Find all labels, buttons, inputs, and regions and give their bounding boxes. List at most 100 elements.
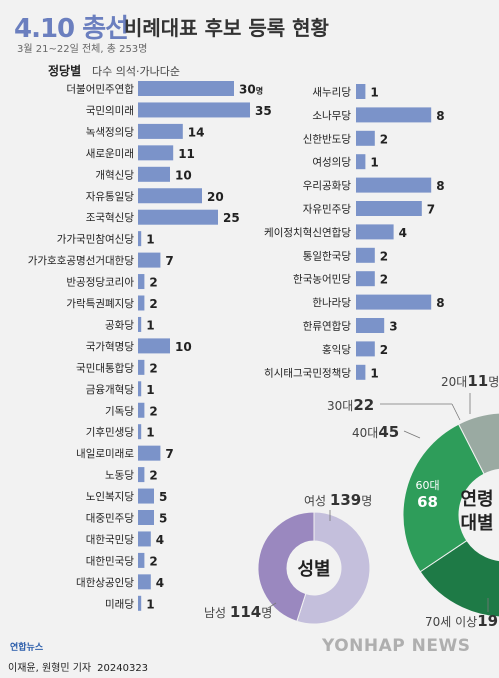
age-category: 40대	[352, 426, 378, 440]
bar-category-label: 히시태그국민정책당	[264, 367, 351, 379]
bar	[138, 381, 142, 397]
bar-category-label: 국가혁명당	[86, 341, 135, 353]
bar-value-label: 1	[370, 156, 378, 170]
bar-value-label: 2	[380, 273, 388, 287]
bar-category-label: 한나라당	[312, 297, 351, 309]
bar-category-label: 대중민주당	[86, 513, 135, 525]
bar-category-label: 국민대통합당	[76, 362, 134, 374]
bar-value-label: 4	[156, 576, 164, 590]
bar-value-label: 14	[188, 125, 205, 139]
age-unit: 명	[488, 375, 499, 389]
bar-value-label: 8	[436, 179, 444, 193]
subtitle: 3월 21~22일 전체, 총 253명	[17, 44, 148, 55]
bar-value-label: 2	[380, 343, 388, 357]
age-donut-title-line1: 연령	[460, 489, 493, 510]
male-leader	[267, 602, 277, 609]
bar	[138, 402, 145, 418]
bar	[356, 271, 375, 287]
credit-date: 20240323	[97, 663, 149, 674]
bar-value-label: 2	[149, 361, 157, 375]
party-header-sub: 다수 의석·가나다순	[92, 65, 180, 78]
bar-value-label: 2	[149, 276, 157, 290]
bar	[356, 247, 375, 263]
bar-category-label: 한국농어민당	[293, 274, 351, 286]
bar-category-label: 반공정당코리아	[66, 277, 134, 289]
bar-category-label: 신한반도당	[303, 133, 352, 145]
bar-category-label: 노동당	[105, 470, 134, 482]
bar-value-label: 4	[399, 226, 407, 240]
gender-slice	[257, 511, 315, 622]
bar-value-label: 5	[159, 490, 167, 504]
bar	[138, 552, 145, 568]
bar	[356, 177, 432, 193]
female-label: 여성 139명	[304, 491, 372, 509]
watermark: YONHAP NEWS	[322, 636, 471, 656]
bar-category-label: 새로운미래	[86, 148, 134, 160]
title-rest: 비례대표 후보 등록 현황	[124, 16, 329, 40]
gender-slice	[296, 511, 371, 625]
bar-value-label: 4	[156, 533, 164, 547]
bar-value-label: 2	[149, 404, 157, 418]
unit-label: 명	[256, 86, 263, 96]
bar-category-label: 가가국민참여신당	[57, 234, 135, 246]
bar	[356, 341, 375, 357]
bar	[138, 488, 154, 504]
age-value: 45	[378, 423, 399, 441]
bar-value-label: 1	[146, 426, 154, 440]
bar-value-label: 1	[370, 86, 378, 100]
bar-category-label: 홍익당	[322, 343, 351, 356]
bar-value-label: 1	[146, 597, 154, 611]
bar	[138, 102, 250, 118]
age-slice	[402, 423, 485, 573]
bar	[356, 154, 366, 170]
age-outer-label: 70세 이상19	[425, 612, 498, 630]
bar	[138, 231, 142, 247]
age-slice	[419, 539, 499, 618]
age-outer-label: 40대45	[352, 423, 399, 441]
age-inner-label: 60대	[416, 479, 440, 492]
bar-category-label: 가가호호공명선거대한당	[28, 255, 135, 267]
bar-value-label: 11	[178, 147, 195, 161]
bar	[138, 531, 151, 547]
female-value: 139	[330, 491, 361, 509]
bar	[356, 84, 366, 99]
bar-value-label: 2	[149, 469, 157, 483]
bar-category-label: 국민의미래	[86, 105, 134, 117]
bar	[138, 338, 170, 354]
age-outer-label: 20대11명	[441, 372, 499, 390]
bar-value-label: 2	[149, 554, 157, 568]
bar-category-label: 우리공화당	[303, 180, 352, 192]
male-value: 114	[230, 603, 261, 621]
age30-leader2	[451, 403, 461, 421]
age-inner-value: 68	[417, 493, 438, 511]
bar-value-label: 7	[165, 447, 173, 461]
bar	[138, 209, 218, 225]
bar-category-label: 녹색정의당	[86, 126, 135, 138]
bar-category-label: 내일로미래로	[76, 447, 134, 460]
bar-value-label: 1	[370, 366, 378, 380]
bar-category-label: 더불어민주연합	[66, 84, 134, 96]
bar-category-label: 기독당	[105, 405, 134, 417]
bar-value-label: 30명	[239, 83, 263, 97]
bar	[138, 445, 161, 461]
bar-category-label: 노인복지당	[86, 491, 135, 503]
bar-category-label: 금융개혁당	[86, 384, 135, 396]
male-label: 남성 114명	[204, 603, 272, 621]
bar-value-label: 25	[223, 211, 240, 225]
bar-value-label: 5	[159, 512, 167, 526]
bar	[138, 359, 145, 375]
age-slice	[457, 412, 499, 475]
bar-value-label: 8	[436, 296, 444, 310]
bar-category-label: 조국혁신당	[86, 212, 135, 224]
age-value: 22	[353, 396, 374, 414]
bar	[138, 316, 142, 332]
male-unit: 명	[261, 606, 272, 620]
bar-value-label: 1	[146, 233, 154, 247]
bar-category-label: 공화당	[105, 319, 134, 331]
bar-value-label: 20	[207, 190, 224, 204]
bar	[138, 188, 202, 204]
female-name: 여성	[304, 494, 330, 508]
bar-category-label: 자유통일당	[86, 190, 135, 203]
bar	[356, 130, 375, 146]
